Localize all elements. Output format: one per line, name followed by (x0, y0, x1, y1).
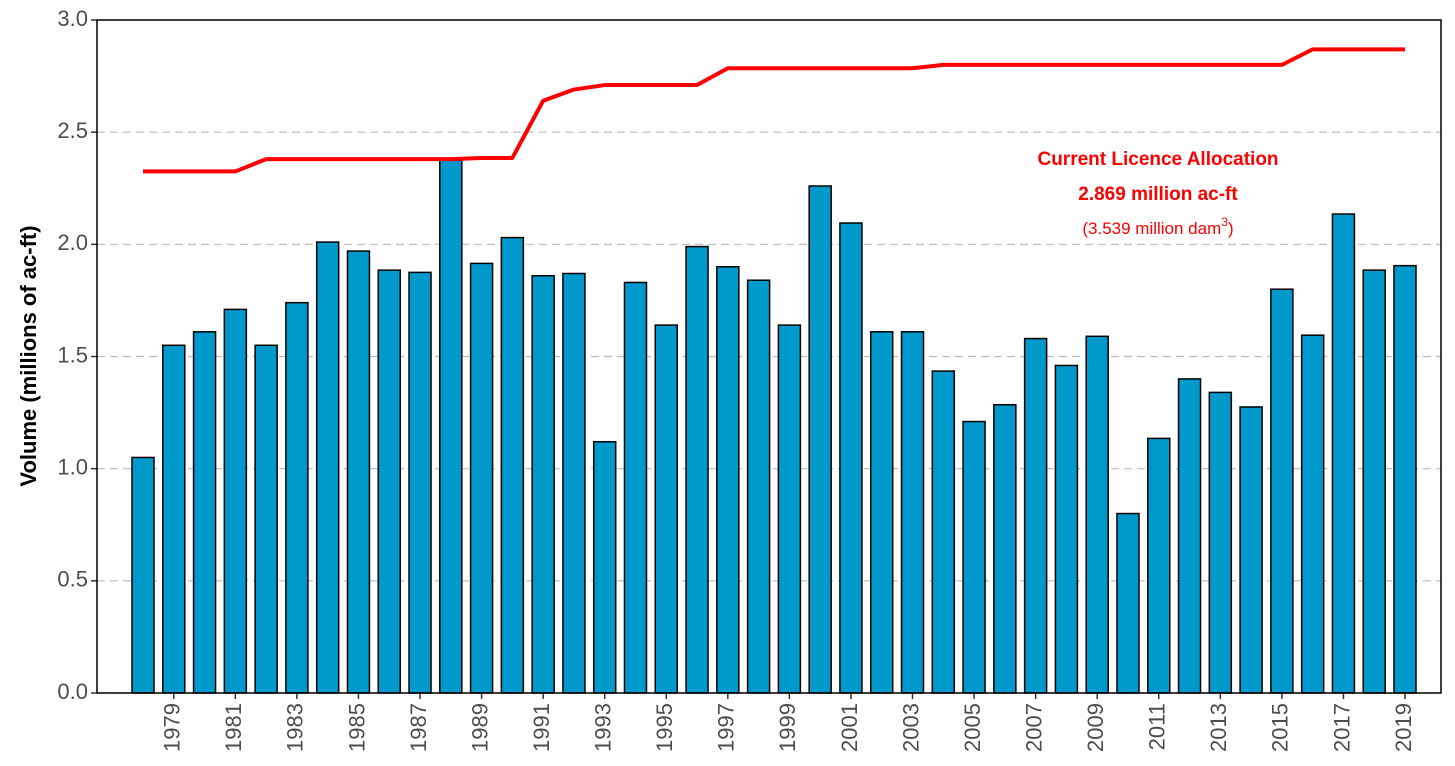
y-tick-label: 0.0 (57, 679, 88, 704)
x-tick-label: 1993 (591, 703, 616, 752)
bar (716, 266, 740, 694)
y-tick-label: 3.0 (57, 6, 88, 31)
bar (1177, 378, 1202, 694)
x-tick-label: 2003 (898, 703, 923, 752)
bar (531, 274, 555, 694)
x-tick-label: 2007 (1021, 703, 1046, 752)
bar (223, 308, 248, 694)
x-tick-label: 1985 (344, 703, 369, 752)
bar (962, 420, 986, 694)
x-tick-label: 2001 (837, 703, 862, 752)
bar (931, 370, 956, 694)
bar (408, 271, 432, 694)
plot-border (96, 19, 1442, 694)
bar (377, 269, 401, 694)
bar (592, 440, 617, 694)
bar (1085, 335, 1109, 694)
annotation-part: (3.539 million dam (1082, 219, 1221, 238)
annotation-part: 3 (1221, 215, 1228, 229)
bar (346, 250, 371, 694)
bar (1331, 213, 1356, 694)
x-tick-label: 2017 (1329, 703, 1354, 752)
x-tick-label: 1983 (283, 703, 308, 752)
y-tick-label: 1.5 (57, 342, 88, 367)
bar (315, 241, 340, 694)
annotation: 2.869 million ac-ft (1078, 184, 1238, 205)
x-tick-label: 2005 (960, 703, 985, 752)
bar (131, 456, 155, 694)
bar (869, 331, 894, 694)
y-axis-label: Volume (millions of ac-ft) (16, 225, 41, 486)
bar (993, 403, 1017, 694)
allocation-line (143, 47, 1405, 174)
bar (1023, 337, 1048, 694)
x-tick-label: 2015 (1268, 703, 1293, 752)
x-tick-label: 2011 (1145, 703, 1170, 750)
bar (254, 344, 278, 694)
x-tick-label: 2009 (1083, 703, 1108, 752)
x-tick-label: 2019 (1391, 703, 1416, 752)
bar (654, 324, 679, 694)
bar (1362, 269, 1386, 694)
bar (1116, 512, 1140, 694)
bar (1393, 264, 1417, 694)
bar (1300, 334, 1325, 694)
bar (469, 262, 494, 694)
bar (1208, 391, 1233, 694)
bar (562, 272, 586, 694)
bar (623, 281, 648, 694)
bar (1239, 406, 1263, 694)
bar (439, 159, 463, 694)
annotation-part: ) (1228, 219, 1234, 238)
bar (192, 331, 217, 694)
bar (285, 301, 309, 694)
y-tick-label: 1.0 (57, 454, 88, 479)
annotation: (3.539 million dam3) (1082, 215, 1233, 238)
bar (685, 245, 709, 694)
bar (900, 331, 925, 694)
x-tick-label: 1991 (529, 703, 554, 752)
y-tick-label: 0.5 (57, 567, 88, 592)
x-tick-label: 1979 (160, 703, 185, 752)
x-tick-label: 2013 (1206, 703, 1231, 752)
bar (746, 279, 771, 694)
x-tick-label: 1997 (714, 703, 739, 752)
bar (808, 185, 832, 694)
y-tick-label: 2.5 (57, 118, 88, 143)
x-tick-label: 1999 (775, 703, 800, 752)
bar (500, 236, 525, 694)
bar (1054, 364, 1079, 694)
bar (1147, 437, 1171, 694)
y-tick-label: 2.0 (57, 230, 88, 255)
bar (839, 222, 863, 694)
x-tick-label: 1987 (406, 703, 431, 752)
annotation: Current Licence Allocation (1037, 149, 1278, 170)
bar (162, 344, 186, 694)
bar (777, 324, 802, 694)
x-tick-label: 1981 (221, 703, 246, 752)
x-tick-label: 1995 (652, 703, 677, 752)
bar (1270, 288, 1294, 694)
x-tick-label: 1989 (467, 703, 492, 752)
